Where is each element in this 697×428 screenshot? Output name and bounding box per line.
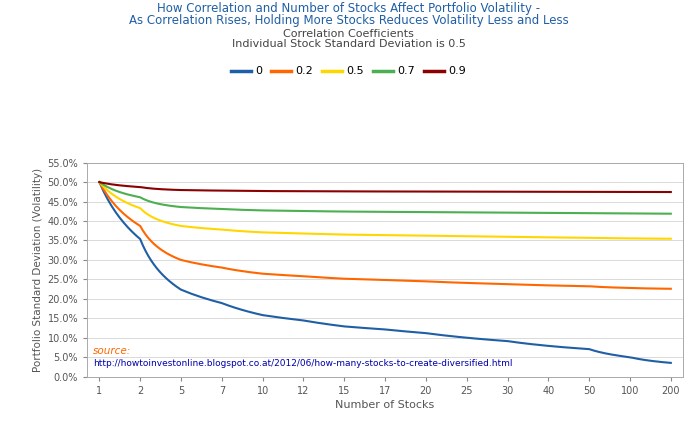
Y-axis label: Portfolio Standard Deviation (Volatility): Portfolio Standard Deviation (Volatility… [33,168,43,372]
Text: Correlation Coefficients: Correlation Coefficients [283,29,414,39]
Text: source:: source: [93,346,131,356]
Text: http://howtoinvestonline.blogspot.co.at/2012/06/how-many-stocks-to-create-divers: http://howtoinvestonline.blogspot.co.at/… [93,359,512,368]
Text: Individual Stock Standard Deviation is 0.5: Individual Stock Standard Deviation is 0… [231,39,466,49]
Text: As Correlation Rises, Holding More Stocks Reduces Volatility Less and Less: As Correlation Rises, Holding More Stock… [129,14,568,27]
Text: How Correlation and Number of Stocks Affect Portfolio Volatility -: How Correlation and Number of Stocks Aff… [157,2,540,15]
Legend: 0, 0.2, 0.5, 0.7, 0.9: 0, 0.2, 0.5, 0.7, 0.9 [227,62,470,81]
X-axis label: Number of Stocks: Number of Stocks [335,400,435,410]
